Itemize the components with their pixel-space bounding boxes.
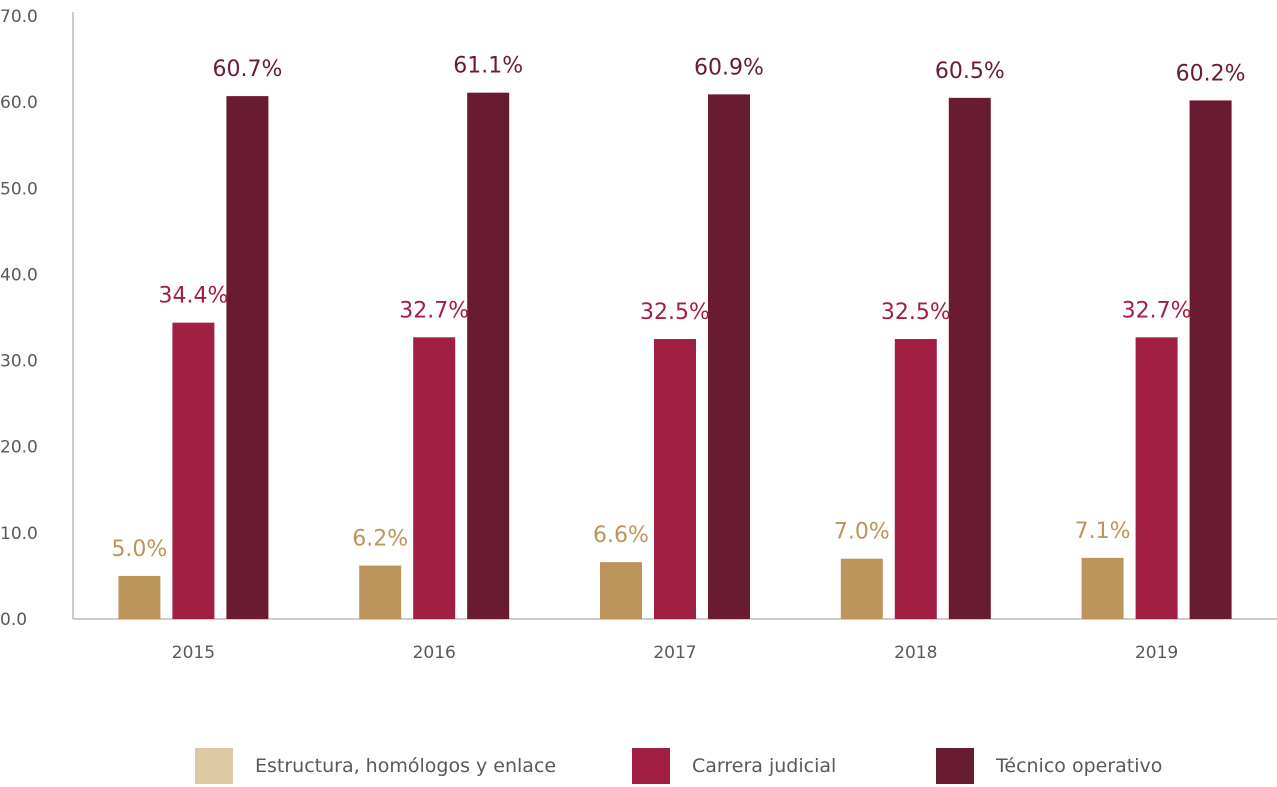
bar-carrera-2018	[894, 339, 937, 619]
y-tick-label: 20.0	[0, 438, 38, 458]
data-label-carrera-2019: 32.7%	[1122, 298, 1192, 323]
bar-tecnico-2017	[708, 94, 750, 619]
bar-estructura-2016	[359, 565, 402, 619]
data-label-tecnico-2017: 60.9%	[694, 55, 764, 80]
data-label-carrera-2018: 32.5%	[881, 300, 951, 325]
bar-estructura-2017	[600, 562, 642, 619]
legend-item-tecnico: Técnico operativo	[936, 748, 1162, 784]
x-tick-label: 2015	[172, 643, 215, 663]
bar-estructura-2019	[1081, 557, 1124, 619]
legend-label-tecnico: Técnico operativo	[996, 755, 1163, 777]
y-tick-label: 40.0	[0, 265, 38, 285]
y-tick-label: 50.0	[0, 179, 38, 199]
bars	[118, 92, 1232, 620]
legend-swatch-tecnico	[936, 748, 974, 784]
y-tick-label: 0.0	[0, 610, 27, 630]
data-label-tecnico-2015: 60.7%	[212, 57, 282, 82]
data-label-estructura-2015: 5.0%	[111, 537, 167, 562]
bar-estructura-2018	[840, 558, 883, 619]
bar-estructura-2015	[118, 575, 161, 619]
bar-carrera-2016	[413, 337, 456, 619]
x-tick-label: 2019	[1135, 643, 1178, 663]
bar-chart: 0.0 10.0 20.0 30.0 40.0 50.0 60.0 70.0 5.0% 34.4…	[0, 7, 1277, 663]
bar-tecnico-2015	[226, 96, 269, 619]
legend-item-estructura: Estructura, homólogos y enlace	[195, 748, 556, 784]
data-label-estructura-2016: 6.2%	[352, 527, 408, 552]
legend-swatch-carrera	[632, 748, 670, 784]
y-axis-ticks: 0.0 10.0 20.0 30.0 40.0 50.0 60.0 70.0	[0, 7, 38, 630]
bar-carrera-2019	[1135, 337, 1178, 619]
y-tick-label: 30.0	[0, 352, 38, 372]
data-label-carrera-2016: 32.7%	[399, 298, 469, 323]
data-labels: 5.0% 34.4% 60.7% 6.2% 32.7% 61.1% 6.6% 32.5% 60.…	[111, 54, 1245, 562]
data-label-estructura-2018: 7.0%	[834, 520, 890, 545]
x-axis-ticks: 2015 2016 2017 2018 2019	[172, 643, 1178, 663]
legend-label-carrera: Carrera judicial	[692, 755, 837, 777]
data-label-tecnico-2016: 61.1%	[453, 54, 523, 79]
legend-item-carrera: Carrera judicial	[632, 748, 836, 784]
bar-tecnico-2019	[1189, 100, 1232, 620]
x-tick-label: 2017	[653, 643, 696, 663]
legend: Estructura, homólogos y enlace Carrera j…	[0, 748, 1277, 784]
data-label-carrera-2017: 32.5%	[640, 300, 710, 325]
data-label-carrera-2015: 34.4%	[158, 284, 228, 309]
data-label-estructura-2017: 6.6%	[593, 523, 649, 548]
bar-carrera-2017	[654, 339, 696, 619]
x-tick-label: 2016	[413, 643, 456, 663]
x-tick-label: 2018	[894, 643, 937, 663]
bar-carrera-2015	[172, 322, 215, 619]
data-label-tecnico-2018: 60.5%	[935, 59, 1005, 84]
legend-label-estructura: Estructura, homólogos y enlace	[255, 755, 557, 777]
data-label-estructura-2019: 7.1%	[1075, 519, 1131, 544]
y-tick-label: 70.0	[0, 7, 38, 27]
bar-tecnico-2018	[948, 97, 991, 620]
y-tick-label: 60.0	[0, 93, 38, 113]
data-label-tecnico-2019: 60.2%	[1176, 61, 1246, 86]
legend-swatch-estructura	[195, 748, 233, 784]
bar-tecnico-2016	[467, 92, 510, 620]
y-tick-label: 10.0	[0, 524, 38, 544]
